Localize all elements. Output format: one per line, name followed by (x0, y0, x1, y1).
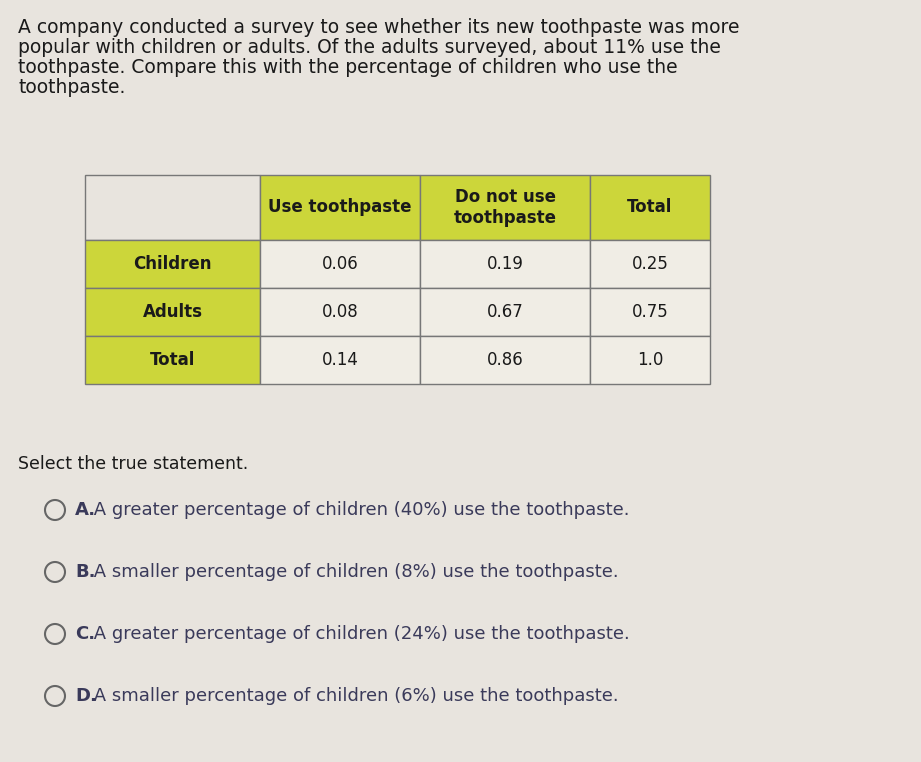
Bar (260, 288, 420, 336)
Text: A smaller percentage of children (8%) use the toothpaste.: A smaller percentage of children (8%) us… (88, 563, 619, 581)
Bar (260, 240, 420, 288)
Text: B.: B. (75, 563, 96, 581)
Bar (590, 175, 710, 240)
Bar (260, 336, 420, 384)
Bar (590, 288, 710, 336)
Bar (85, 240, 260, 288)
Text: A.: A. (75, 501, 96, 519)
Text: 0.67: 0.67 (486, 303, 523, 321)
Bar (85, 336, 260, 384)
Text: 0.14: 0.14 (321, 351, 358, 369)
Bar (85, 175, 260, 240)
Text: Use toothpaste: Use toothpaste (268, 198, 412, 216)
Bar (420, 175, 590, 240)
Text: Adults: Adults (143, 303, 203, 321)
Text: D.: D. (75, 687, 97, 705)
Text: 1.0: 1.0 (636, 351, 663, 369)
Bar (420, 240, 590, 288)
Text: A smaller percentage of children (6%) use the toothpaste.: A smaller percentage of children (6%) us… (88, 687, 619, 705)
Bar (590, 336, 710, 384)
Text: Children: Children (134, 255, 212, 273)
Text: 0.86: 0.86 (486, 351, 523, 369)
Bar (85, 288, 260, 336)
Bar (590, 240, 710, 288)
Text: 0.75: 0.75 (632, 303, 669, 321)
Text: 0.08: 0.08 (321, 303, 358, 321)
Text: A greater percentage of children (40%) use the toothpaste.: A greater percentage of children (40%) u… (88, 501, 629, 519)
Text: 0.06: 0.06 (321, 255, 358, 273)
Text: A greater percentage of children (24%) use the toothpaste.: A greater percentage of children (24%) u… (88, 625, 630, 643)
Bar (420, 336, 590, 384)
Text: Total: Total (150, 351, 195, 369)
Text: Do not use
toothpaste: Do not use toothpaste (453, 187, 556, 227)
Text: toothpaste.: toothpaste. (18, 78, 125, 97)
Text: Select the true statement.: Select the true statement. (18, 455, 249, 473)
Bar (420, 288, 590, 336)
Text: 0.19: 0.19 (486, 255, 523, 273)
Text: popular with children or adults. Of the adults surveyed, about 11% use the: popular with children or adults. Of the … (18, 38, 721, 57)
Text: C.: C. (75, 625, 95, 643)
Text: toothpaste. Compare this with the percentage of children who use the: toothpaste. Compare this with the percen… (18, 58, 678, 77)
Text: Total: Total (627, 198, 672, 216)
Text: 0.25: 0.25 (632, 255, 669, 273)
Bar (260, 175, 420, 240)
Text: A company conducted a survey to see whether its new toothpaste was more: A company conducted a survey to see whet… (18, 18, 740, 37)
